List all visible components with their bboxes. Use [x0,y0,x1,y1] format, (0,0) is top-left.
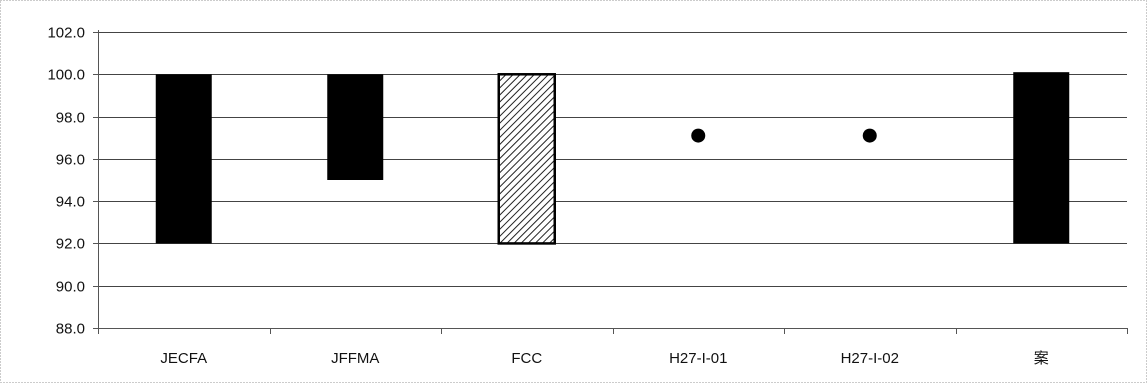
data-point [691,128,706,143]
y-tick-label: 98.0 [56,110,85,127]
x-tick-label: H27-I-02 [841,350,899,367]
x-tick-label: JFFMA [331,350,379,367]
range-bar [155,74,212,244]
y-tick-label: 102.0 [47,25,85,42]
range-bar [497,73,556,245]
y-tick-label: 96.0 [56,152,85,169]
y-tick-label: 88.0 [56,321,85,338]
x-tick-label: 案 [1034,349,1049,367]
data-point [862,128,877,143]
x-tick-label: JECFA [160,350,207,367]
y-tick-label: 92.0 [56,236,85,253]
range-bar [327,74,384,180]
y-tick-label: 90.0 [56,279,85,296]
x-tick-label: FCC [511,350,542,367]
x-tick-label: H27-I-01 [669,350,727,367]
range-bar [1013,72,1070,244]
y-tick-label: 94.0 [56,194,85,211]
y-tick-label: 100.0 [47,67,85,84]
